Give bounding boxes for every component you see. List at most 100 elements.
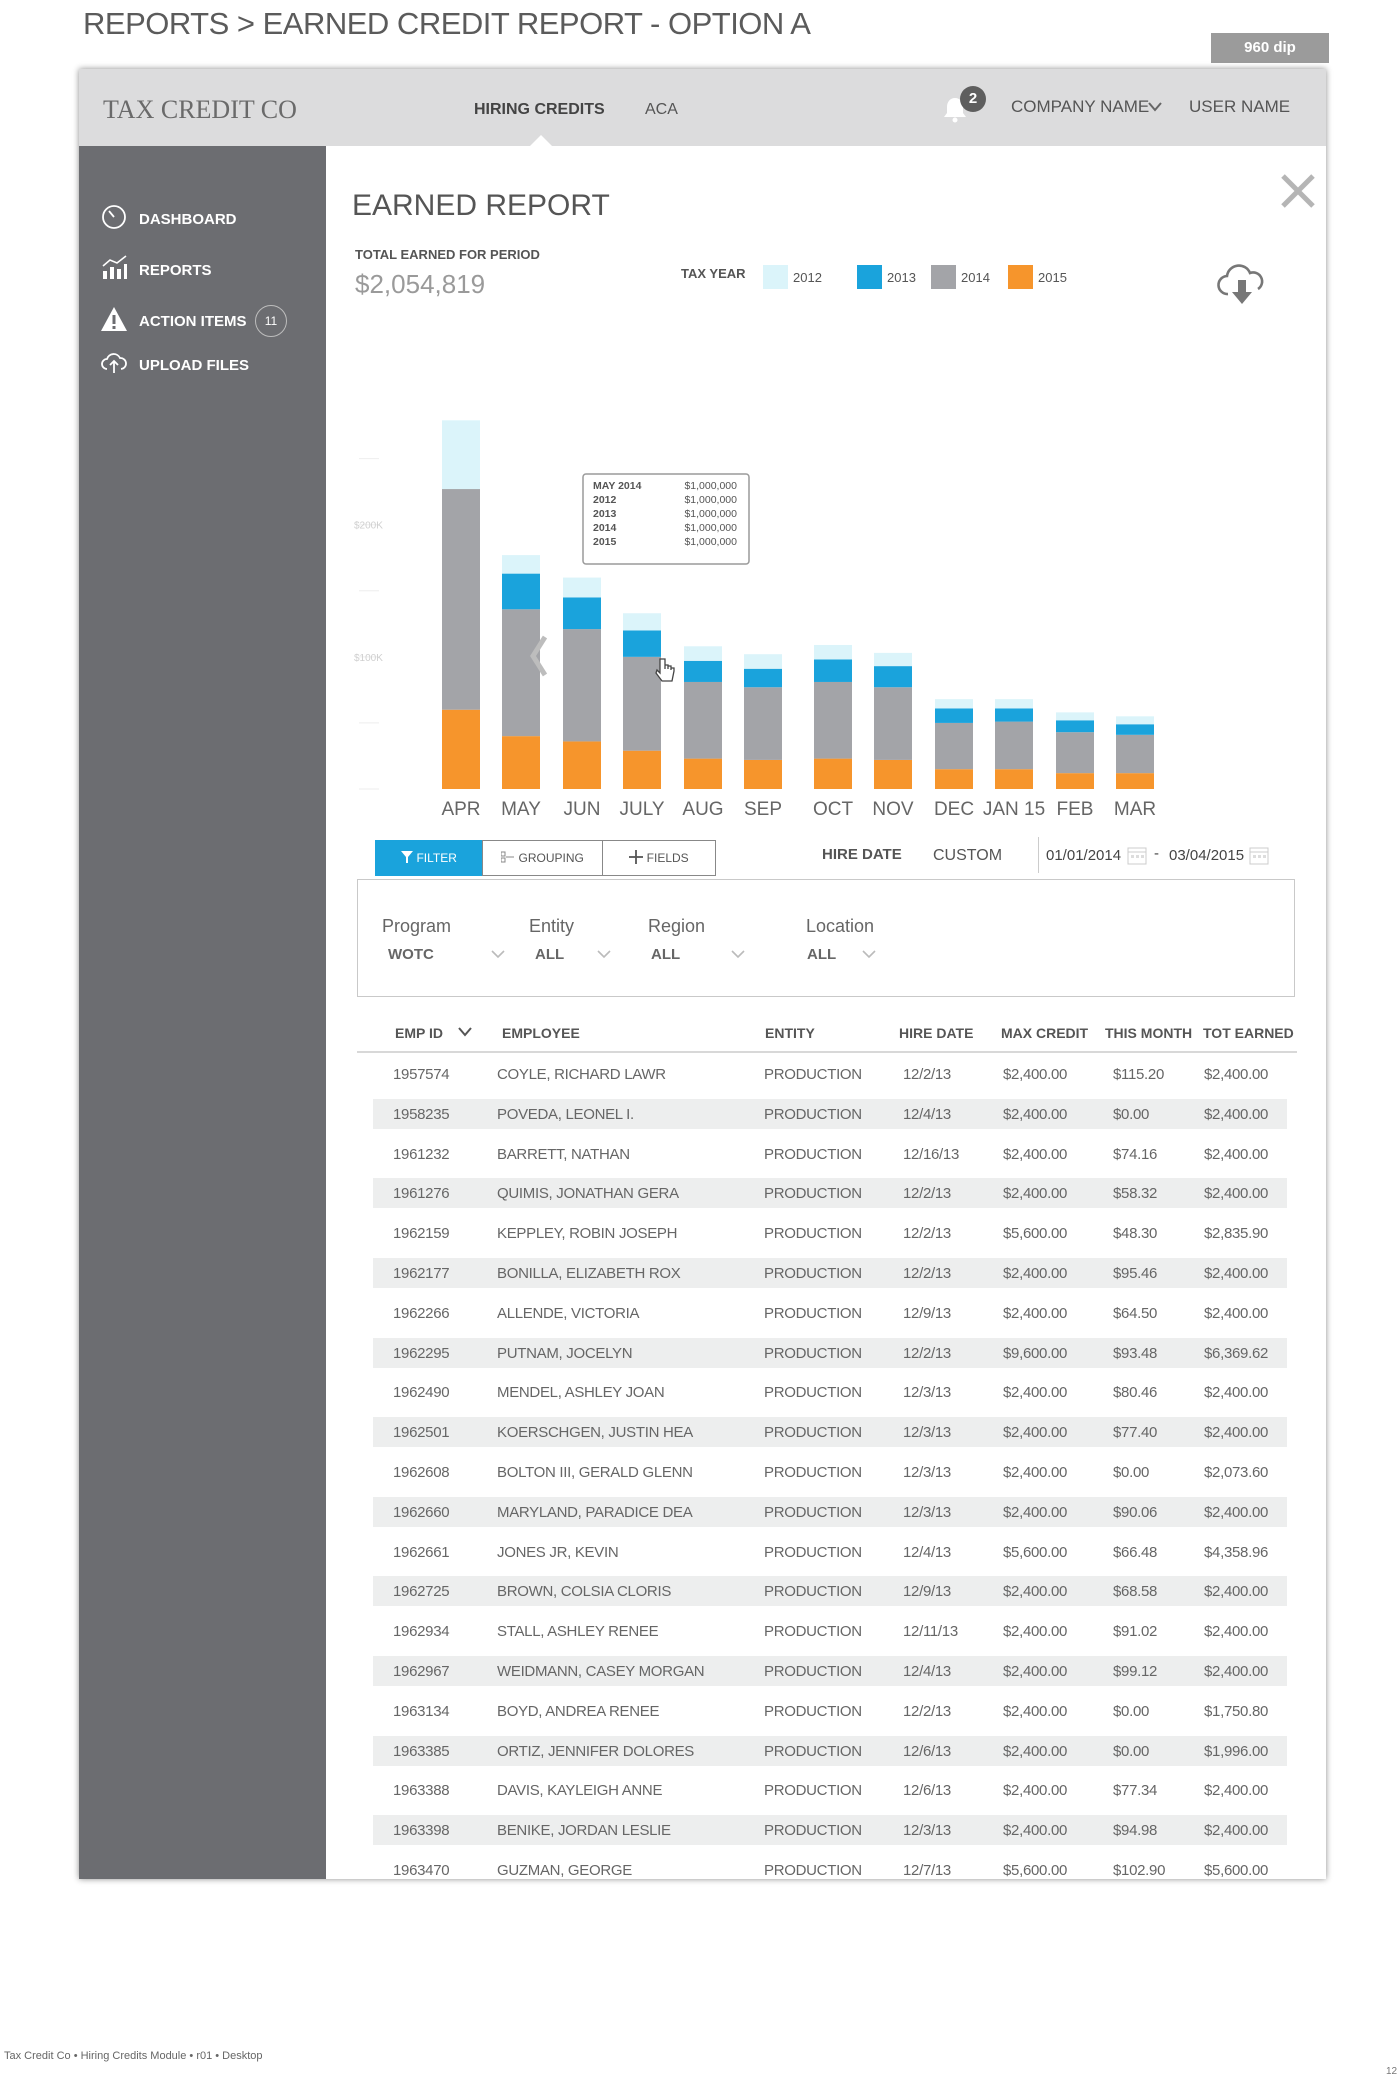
calendar-icon[interactable] [1127,845,1147,865]
grouping-button[interactable]: GROUPING [482,840,603,876]
bar-segment-2015[interactable] [442,709,480,789]
bar-segment-2013[interactable] [744,668,782,688]
nav-aca[interactable]: ACA [645,101,678,118]
fields-button[interactable]: FIELDS [602,840,716,876]
bar-segment-2014[interactable] [1056,732,1094,774]
table-row[interactable]: 1962159 KEPPLEY, ROBIN JOSEPH PRODUCTION 12… [373,1218,1287,1248]
bar-segment-2015[interactable] [623,750,661,789]
bar-segment-2013[interactable] [814,659,852,682]
bar-segment-2015[interactable] [563,741,601,789]
sidebar-item-dashboard[interactable]: DASHBOARD [100,203,320,237]
table-row[interactable]: 1957574 COYLE, RICHARD LAWR PRODUCTION 12/2… [373,1059,1287,1089]
table-row[interactable]: 1963134 BOYD, ANDREA RENEE PRODUCTION 12/2/… [373,1696,1287,1726]
sort-descending-icon[interactable] [457,1026,473,1038]
chevron-down-icon[interactable] [596,948,612,960]
chevron-down-icon[interactable] [490,948,506,960]
filter-value[interactable]: ALL [651,946,681,963]
bar-segment-2013[interactable] [502,573,540,610]
filter-location[interactable]: Location ALL [806,916,876,963]
bar-segment-2014[interactable] [744,687,782,760]
filter-region[interactable]: Region ALL [648,916,745,963]
table-row[interactable]: 1961232 BARRETT, NATHAN PRODUCTION 12/16/13… [373,1139,1287,1169]
chevron-down-icon[interactable] [861,948,877,960]
bar-segment-2014[interactable] [684,681,722,759]
bar-segment-2015[interactable] [935,769,973,789]
close-icon[interactable] [1278,171,1318,211]
company-selector[interactable]: COMPANY NAME [1011,97,1150,116]
bar-segment-2013[interactable] [995,708,1033,722]
date-from-input[interactable]: 01/01/2014 [1046,847,1122,864]
bar-segment-2015[interactable] [684,758,722,789]
bar-segment-2012[interactable] [935,699,973,709]
logo[interactable]: TAX CREDIT CO [103,95,297,124]
date-to-input[interactable]: 03/04/2015 [1169,847,1245,864]
filter-value[interactable]: ALL [807,946,837,963]
chevron-left-icon[interactable] [530,635,548,677]
table-row[interactable]: 1962266 ALLENDE, VICTORIA PRODUCTION 12/9/1… [373,1298,1287,1328]
table-row[interactable]: 1963398 BENIKE, JORDAN LESLIE PRODUCTION 12… [373,1815,1287,1846]
calendar-icon[interactable] [1249,845,1269,865]
legend-swatch-2015[interactable] [1008,265,1033,289]
filter-program[interactable]: Program WOTC [382,916,505,963]
bar-segment-2015[interactable] [502,736,540,789]
table-row[interactable]: 1962661 JONES JR, KEVIN PRODUCTION 12/4/13 $… [373,1537,1287,1567]
download-cloud-icon[interactable] [1215,262,1269,306]
table-row[interactable]: 1962967 WEIDMANN, CASEY MORGAN PRODUCTION 1… [373,1656,1287,1686]
filter-entity[interactable]: Entity ALL [529,916,611,963]
filter-value[interactable]: WOTC [388,946,434,963]
bar-segment-2012[interactable] [563,577,601,598]
chevron-down-icon[interactable] [1147,100,1163,114]
table-row[interactable]: 1963385 ORTIZ, JENNIFER DOLORES PRODUCTION… [373,1735,1287,1766]
bar-segment-2014[interactable] [442,489,480,710]
bar-segment-2015[interactable] [995,769,1033,789]
table-row[interactable]: 1962177 BONILLA, ELIZABETH ROX PRODUCTION 1… [373,1258,1287,1288]
sidebar-item-action-items[interactable]: ACTION ITEMS 11 [100,305,320,339]
bar-segment-2012[interactable] [1116,716,1154,725]
date-range-preset[interactable]: CUSTOM [933,847,1003,864]
bar-segment-2012[interactable] [874,652,912,667]
notification-count-badge[interactable]: 2 [960,86,986,112]
table-row[interactable]: 1962660 MARYLAND, PARADICE DEA PRODUCTION 1… [373,1496,1287,1527]
legend-swatch-2012[interactable] [763,265,788,289]
nav-hiring-credits[interactable]: HIRING CREDITS [474,101,605,118]
sidebar-item-upload-files[interactable]: UPLOAD FILES [100,349,320,383]
bar-segment-2015[interactable] [1056,773,1094,789]
bar-segment-2013[interactable] [874,666,912,688]
filter-button[interactable]: FILTER [375,840,483,876]
bar-segment-2014[interactable] [935,722,973,770]
column-header[interactable]: EMP ID [395,1025,443,1041]
bar-segment-2013[interactable] [1056,720,1094,733]
bar-segment-2012[interactable] [502,555,540,574]
bar-segment-2014[interactable] [1116,734,1154,774]
bar-segment-2014[interactable] [502,609,540,737]
bar-segment-2013[interactable] [1116,724,1154,735]
column-header[interactable]: EMPLOYEE [502,1025,580,1041]
bar-segment-2012[interactable] [995,699,1033,709]
table-row[interactable]: 1962725 BROWN, COLSIA CLORIS PRODUCTION 12/… [373,1576,1287,1607]
bar-segment-2014[interactable] [874,687,912,760]
table-row[interactable]: 1962501 KOERSCHGEN, JUSTIN HEA PRODUCTION 1… [373,1417,1287,1448]
bar-segment-2012[interactable] [684,646,722,661]
bar-segment-2013[interactable] [623,630,661,657]
table-row[interactable]: 1962934 STALL, ASHLEY RENEE PRODUCTION 12/1… [373,1616,1287,1646]
bar-segment-2012[interactable] [442,420,480,490]
bar-segment-2013[interactable] [684,660,722,682]
sidebar-item-reports[interactable]: REPORTS [100,254,320,288]
table-row[interactable]: 1958235 POVEDA, LEONEL I. PRODUCTION 12/4/1… [373,1098,1287,1129]
table-row[interactable]: 1962490 MENDEL, ASHLEY JOAN PRODUCTION 12/3… [373,1377,1287,1407]
column-header[interactable]: ENTITY [765,1025,815,1041]
legend-swatch-2014[interactable] [931,265,956,289]
bar-segment-2015[interactable] [814,758,852,789]
bar-segment-2015[interactable] [1116,773,1154,789]
bar-segment-2014[interactable] [563,629,601,742]
table-row[interactable]: 1963388 DAVIS, KAYLEIGH ANNE PRODUCTION 12/… [373,1775,1287,1805]
bar-segment-2015[interactable] [874,759,912,789]
column-header[interactable]: MAX CREDIT [1001,1025,1089,1041]
bar-segment-2013[interactable] [935,708,973,723]
column-header[interactable]: TOT EARNED [1203,1025,1294,1041]
bar-segment-2014[interactable] [814,681,852,759]
legend-swatch-2013[interactable] [857,265,882,289]
bar-segment-2014[interactable] [623,656,661,751]
bar-segment-2013[interactable] [563,597,601,630]
bar-segment-2014[interactable] [995,721,1033,770]
